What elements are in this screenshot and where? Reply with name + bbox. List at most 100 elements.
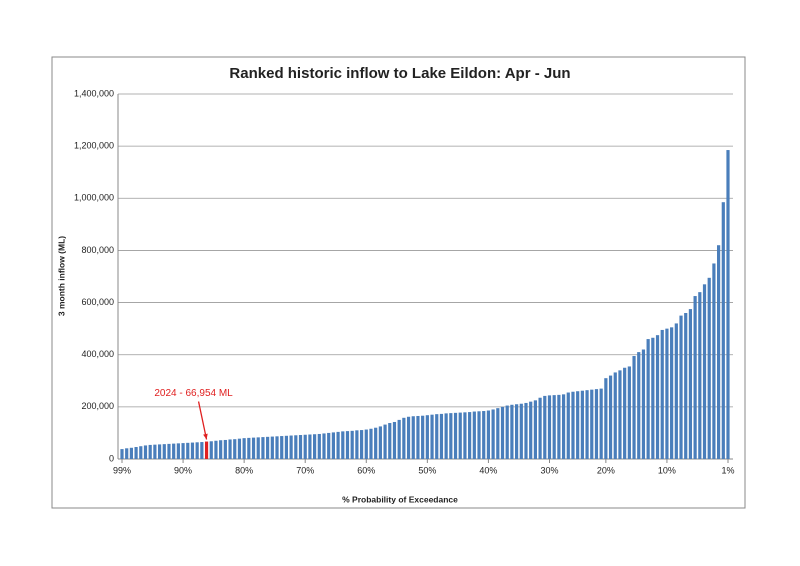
y-axis-label: 3 month inflow (ML) bbox=[56, 236, 66, 316]
bar bbox=[698, 292, 702, 459]
x-tick-label: 1% bbox=[721, 465, 734, 475]
x-tick-label: 40% bbox=[479, 465, 497, 475]
y-tick-label: 200,000 bbox=[81, 401, 114, 411]
bar bbox=[693, 296, 697, 459]
bar bbox=[266, 436, 270, 459]
bar bbox=[505, 405, 509, 459]
bar bbox=[557, 394, 561, 459]
bar bbox=[139, 446, 143, 459]
bar bbox=[369, 428, 373, 459]
bar bbox=[148, 444, 152, 459]
bar bbox=[594, 389, 599, 459]
x-tick-label: 10% bbox=[658, 465, 676, 475]
bar bbox=[157, 444, 162, 459]
bar bbox=[618, 370, 622, 459]
bar bbox=[646, 339, 650, 459]
bar bbox=[313, 434, 317, 459]
bar bbox=[237, 438, 242, 459]
bar bbox=[256, 437, 260, 459]
bar bbox=[547, 395, 552, 459]
bar bbox=[219, 440, 223, 459]
bar bbox=[350, 430, 354, 459]
bar bbox=[510, 404, 514, 459]
x-tick-label: 20% bbox=[597, 465, 615, 475]
y-tick-label: 800,000 bbox=[81, 245, 114, 255]
bar bbox=[331, 432, 335, 459]
bar bbox=[402, 417, 406, 459]
bar bbox=[125, 448, 129, 459]
y-tick-label: 0 bbox=[109, 453, 114, 463]
bar bbox=[134, 447, 138, 459]
bar bbox=[585, 390, 589, 459]
bar bbox=[608, 375, 613, 459]
bar bbox=[472, 411, 476, 459]
x-axis-label: % Probability of Exceedance bbox=[342, 494, 458, 504]
bar bbox=[308, 434, 312, 459]
bar bbox=[303, 434, 307, 459]
bar bbox=[167, 443, 171, 459]
bar bbox=[176, 443, 180, 459]
bar bbox=[524, 402, 528, 459]
bar bbox=[406, 416, 411, 459]
y-tick-label: 1,000,000 bbox=[74, 193, 114, 203]
bar bbox=[242, 438, 246, 459]
bar bbox=[120, 449, 124, 459]
bar bbox=[261, 437, 265, 459]
bar bbox=[435, 414, 439, 459]
bar bbox=[726, 150, 730, 459]
bar bbox=[566, 392, 570, 459]
bar bbox=[411, 416, 415, 459]
bar bbox=[463, 412, 467, 459]
bar bbox=[538, 397, 542, 459]
x-tick-label: 30% bbox=[540, 465, 558, 475]
annotation-arrow bbox=[197, 401, 208, 440]
bar bbox=[421, 415, 425, 459]
bar bbox=[153, 444, 157, 459]
bar bbox=[209, 441, 213, 459]
x-tick-label: 99% bbox=[113, 465, 131, 475]
bar bbox=[717, 245, 721, 459]
bar bbox=[143, 445, 148, 459]
bar bbox=[561, 394, 566, 459]
x-tick-label: 80% bbox=[235, 465, 253, 475]
bar bbox=[623, 367, 627, 459]
bar bbox=[289, 435, 293, 459]
bar bbox=[449, 413, 453, 459]
chart-title: Ranked historic inflow to Lake Eildon: A… bbox=[229, 65, 570, 82]
bar bbox=[674, 323, 678, 459]
bar bbox=[468, 412, 472, 459]
y-tick-label: 600,000 bbox=[81, 297, 114, 307]
bar bbox=[388, 423, 392, 459]
bar bbox=[416, 415, 420, 459]
bar bbox=[486, 410, 491, 459]
bar bbox=[345, 431, 350, 459]
bar bbox=[430, 414, 434, 459]
bar bbox=[477, 411, 481, 459]
bar bbox=[186, 442, 190, 459]
bar bbox=[712, 263, 716, 459]
bar bbox=[129, 447, 133, 459]
bar bbox=[665, 328, 669, 459]
bar bbox=[364, 429, 368, 459]
y-tick-label: 1,400,000 bbox=[74, 88, 114, 98]
bar bbox=[317, 433, 321, 459]
bar bbox=[515, 404, 519, 459]
bar bbox=[660, 329, 664, 459]
bar bbox=[322, 433, 326, 459]
bar bbox=[519, 403, 523, 459]
bar bbox=[702, 284, 707, 459]
bar bbox=[604, 378, 608, 459]
bar bbox=[707, 277, 711, 459]
bar bbox=[214, 440, 218, 459]
bar bbox=[500, 406, 505, 459]
bar bbox=[298, 435, 303, 459]
bar bbox=[641, 349, 646, 459]
bar bbox=[359, 430, 364, 459]
bar bbox=[552, 395, 556, 459]
annotation: 2024 - 66,954 ML bbox=[154, 388, 233, 399]
bar bbox=[327, 432, 331, 459]
bar bbox=[378, 426, 382, 459]
bar bbox=[172, 443, 176, 459]
bar bbox=[251, 437, 256, 459]
